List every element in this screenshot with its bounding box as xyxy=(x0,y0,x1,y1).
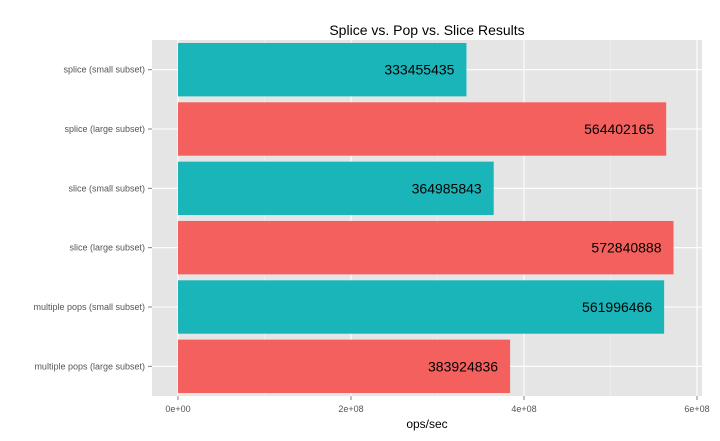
data-label: 333455435 xyxy=(384,62,454,78)
chart-title: Splice vs. Pop vs. Slice Results xyxy=(329,22,524,38)
bar xyxy=(178,339,511,394)
y-tick-label: multiple pops (large subset) xyxy=(34,361,145,371)
bar xyxy=(178,280,665,334)
y-tick-label: slice (small subset) xyxy=(68,183,145,193)
y-tick-label: multiple pops (small subset) xyxy=(33,302,145,312)
data-label: 572840888 xyxy=(591,240,661,256)
y-tick-label: slice (large subset) xyxy=(69,243,145,253)
bar xyxy=(178,42,467,97)
x-tick-label: 4e+08 xyxy=(511,404,536,414)
x-axis: 0e+00 2e+08 4e+08 6e+08 xyxy=(165,396,710,414)
x-tick-label: 0e+00 xyxy=(165,404,190,414)
bar xyxy=(178,102,667,156)
data-label: 564402165 xyxy=(584,121,654,137)
y-tick-label: splice (large subset) xyxy=(64,124,145,134)
bar xyxy=(178,220,674,275)
data-label: 561996466 xyxy=(582,299,652,315)
x-tick-label: 6e+08 xyxy=(684,404,709,414)
data-label: 383924836 xyxy=(428,358,498,374)
bars: 333455435 564402165 364985843 572840888 5619… xyxy=(178,42,674,394)
x-tick-label: 2e+08 xyxy=(338,404,363,414)
bar xyxy=(178,161,494,216)
y-tick-label: splice (small subset) xyxy=(63,65,145,75)
x-axis-title: ops/sec xyxy=(406,417,447,431)
y-axis: splice (small subset) splice (large subse… xyxy=(33,65,152,371)
data-label: 364985843 xyxy=(412,180,482,196)
